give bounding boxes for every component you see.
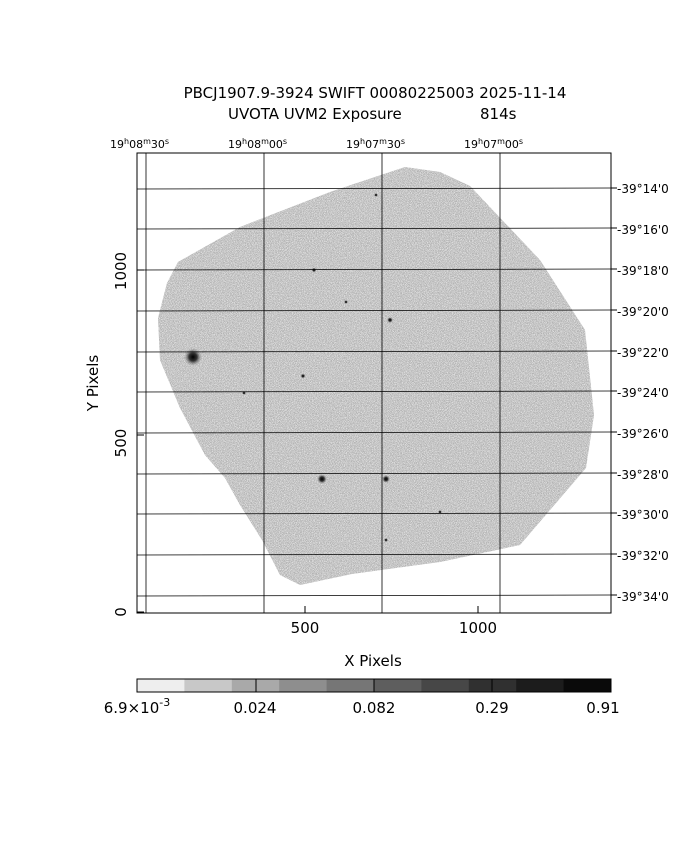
x-tick-label: 500	[291, 619, 320, 637]
exposure-time: 814s	[480, 105, 517, 123]
ra-tick-label: 19h07m00s	[464, 137, 523, 151]
colorbar-segment	[421, 679, 470, 692]
dec-tick-label: -39°34'0	[617, 590, 669, 604]
dec-tick-label: -39°26'0	[617, 427, 669, 441]
ra-tick-label: 19h08m00s	[228, 137, 287, 151]
exposure-footprint	[158, 167, 594, 585]
star-source	[384, 538, 388, 542]
colorbar-label: 0.082	[353, 699, 396, 717]
colorbar-label: 0.024	[234, 699, 277, 717]
colorbar-label: 0.91	[586, 699, 619, 717]
plot-title-line2: UVOTA UVM2 Exposure	[228, 105, 402, 123]
colorbar-segment	[468, 679, 517, 692]
dec-tick-label: -39°14'0	[617, 182, 669, 196]
colorbar-segment	[516, 679, 565, 692]
x-axis-ticks	[304, 606, 479, 613]
y-axis-label: Y Pixels	[84, 355, 102, 413]
dec-tick-label: -39°16'0	[617, 223, 669, 237]
dec-tick-label: -39°32'0	[617, 549, 669, 563]
y-tick-label: 0	[112, 607, 130, 617]
star-source	[300, 373, 306, 379]
star-source	[387, 317, 393, 323]
colorbar-segment	[326, 679, 375, 692]
colorbar-ticks	[255, 679, 493, 692]
y-axis-ticks	[137, 269, 144, 613]
colorbar-segment	[563, 679, 612, 692]
colorbar-segment	[279, 679, 328, 692]
x-tick-label: 1000	[459, 619, 497, 637]
star-source	[374, 193, 378, 197]
y-tick-labels: 0 500 1000	[112, 252, 130, 617]
dec-tick-label: -39°30'0	[617, 508, 669, 522]
right-axis-ticks	[611, 187, 617, 596]
colorbar	[137, 679, 612, 692]
colorbar-label: 0.29	[475, 699, 508, 717]
colorbar-labels: 6.9×10-3 0.024 0.082 0.29 0.91	[104, 696, 620, 717]
colorbar-segment	[374, 679, 422, 692]
x-axis-label: X Pixels	[344, 652, 402, 670]
colorbar-segment	[184, 679, 233, 692]
colorbar-segment	[137, 679, 185, 692]
ra-tick-label: 19h07m30s	[346, 137, 405, 151]
ra-grid	[145, 153, 501, 613]
plot-title-line1: PBCJ1907.9-3924 SWIFT 00080225003 2025-1…	[183, 84, 567, 102]
dec-tick-label: -39°28'0	[617, 468, 669, 482]
x-tick-labels: 500 1000	[291, 619, 497, 637]
star-source	[382, 475, 390, 483]
dec-tick-label: -39°18'0	[617, 264, 669, 278]
y-tick-label: 500	[112, 429, 130, 458]
dec-tick-label: -39°22'0	[617, 346, 669, 360]
star-source	[317, 474, 327, 484]
point-sources	[184, 193, 442, 542]
bright-star-source	[184, 348, 202, 366]
dec-tick-label: -39°20'0	[617, 305, 669, 319]
dec-grid	[136, 187, 612, 597]
top-axis-labels: 19h08m30s 19h08m00s 19h07m30s 19h07m00s	[110, 137, 523, 151]
ra-tick-label: 19h08m30s	[110, 137, 169, 151]
star-source	[344, 300, 348, 304]
y-tick-label: 1000	[112, 252, 130, 290]
dec-tick-label: -39°24'0	[617, 386, 669, 400]
right-axis-labels: -39°14'0 -39°16'0 -39°18'0 -39°20'0 -39°…	[617, 182, 669, 604]
colorbar-label: 6.9×10-3	[104, 696, 170, 717]
